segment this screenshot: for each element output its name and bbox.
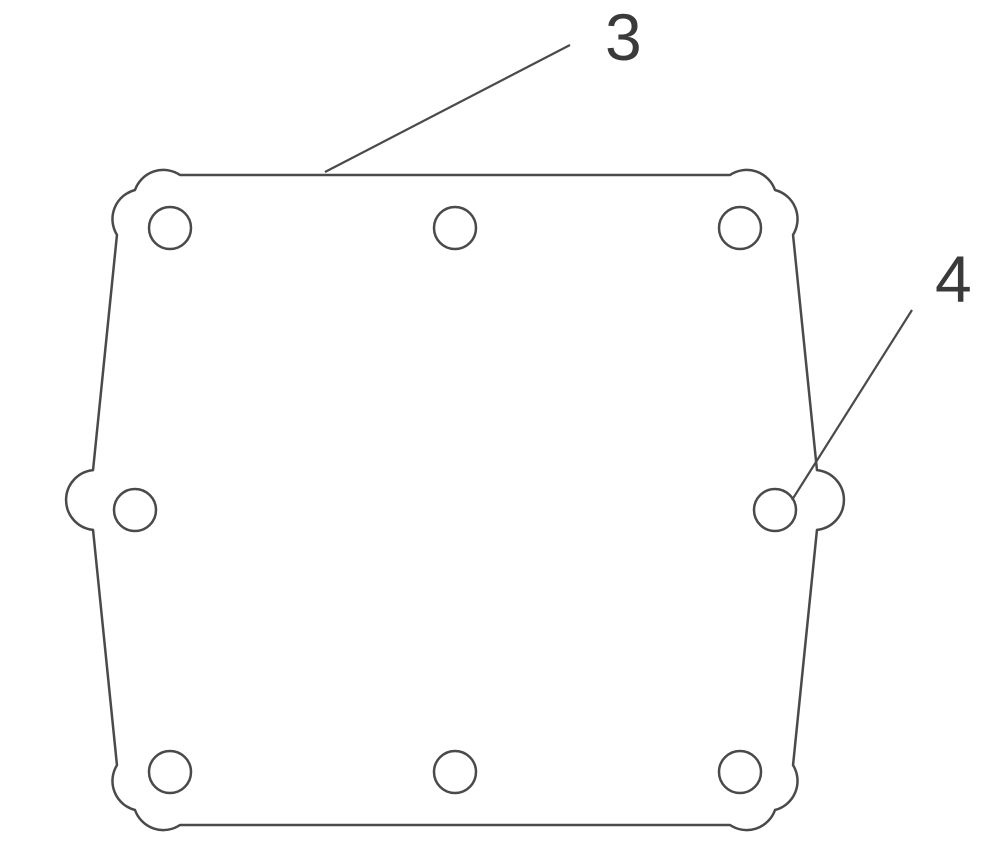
label-3: 3 <box>605 0 642 74</box>
plate-outline <box>66 170 844 830</box>
hole-1 <box>149 207 191 249</box>
label-4: 4 <box>935 242 972 316</box>
hole-4 <box>114 489 156 531</box>
hole-3 <box>719 207 761 249</box>
hole-7 <box>434 751 476 793</box>
hole-2 <box>434 207 476 249</box>
technical-diagram: 34 <box>0 0 1000 842</box>
label-3-leader <box>325 45 570 172</box>
hole-5 <box>754 489 796 531</box>
hole-6 <box>149 751 191 793</box>
hole-8 <box>719 751 761 793</box>
